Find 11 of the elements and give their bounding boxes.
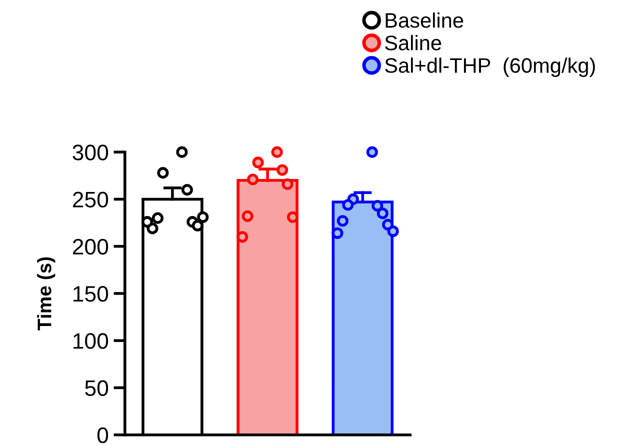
y-tick-label: 50 — [85, 380, 108, 396]
y-axis-title: Time (s) — [37, 257, 56, 330]
y-tick-label: 200 — [72, 238, 108, 255]
legend-label: Baseline — [386, 12, 464, 28]
y-tick-label: 150 — [74, 286, 108, 302]
y-tick-label: 100 — [74, 333, 108, 349]
y-tick-label: 300 — [72, 144, 108, 160]
legend-label: Saline — [385, 35, 442, 50]
legend-label: Sal+dl-THP (60mg/kg) — [385, 58, 595, 78]
y-tick-label: 0 — [97, 427, 108, 444]
y-tick-label: 250 — [72, 192, 108, 208]
